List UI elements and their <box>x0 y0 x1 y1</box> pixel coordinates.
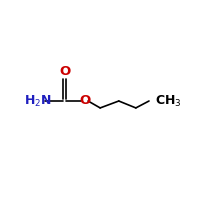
Text: CH$_3$: CH$_3$ <box>155 93 182 109</box>
Text: H$_2$N: H$_2$N <box>24 93 51 109</box>
Text: O: O <box>59 65 70 78</box>
Text: O: O <box>79 95 90 108</box>
